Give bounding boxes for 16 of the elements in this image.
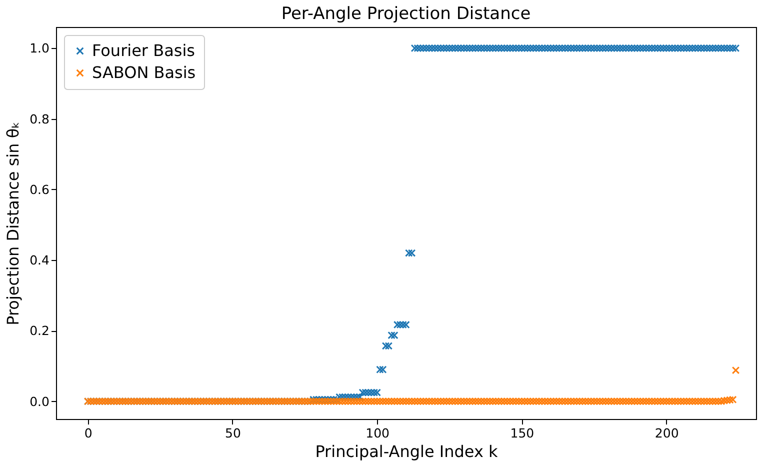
y-tick-label: 0.4 bbox=[30, 252, 50, 268]
y-tick-label: 1.0 bbox=[30, 40, 50, 56]
y-axis-title: Projection Distance sin θₖ bbox=[4, 122, 23, 326]
legend-label: Fourier Basis bbox=[92, 41, 195, 60]
x-tick-label: 100 bbox=[366, 426, 390, 440]
x-axis-title: Principal-Angle Index k bbox=[315, 442, 499, 461]
chart-title: Per-Angle Projection Distance bbox=[281, 4, 531, 24]
y-tick-label: 0.0 bbox=[30, 394, 50, 409]
x-tick-label: 50 bbox=[224, 426, 241, 440]
legend-label: SABON Basis bbox=[92, 63, 196, 82]
x-tick-label: 200 bbox=[654, 426, 679, 440]
x-tick-label: 150 bbox=[510, 426, 534, 440]
x-tick-label: 0 bbox=[84, 426, 92, 440]
y-tick-label: 0.2 bbox=[30, 323, 50, 338]
y-tick-label: 0.8 bbox=[30, 111, 50, 126]
y-tick-label: 0.6 bbox=[30, 182, 50, 197]
